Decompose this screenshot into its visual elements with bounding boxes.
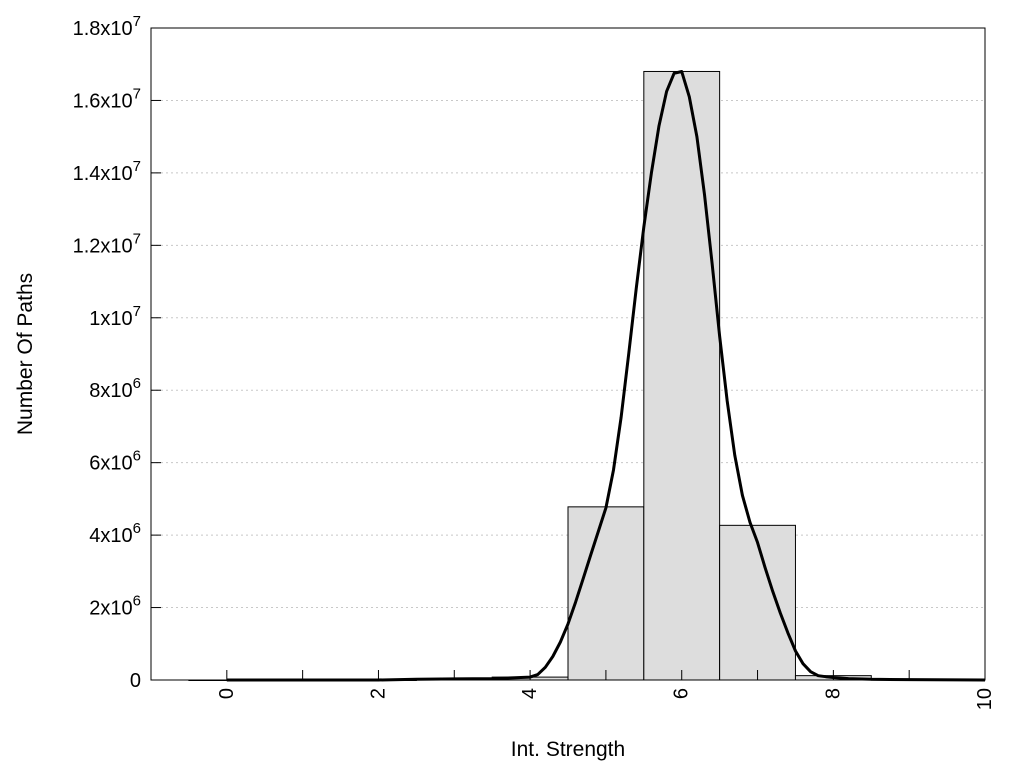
x-tick-label: 10 [974, 688, 996, 710]
y-tick-label: 1.8x107 [73, 13, 141, 40]
fit-curve [226, 70, 986, 682]
histogram-bars [188, 70, 948, 681]
y-tick-label: 1x107 [89, 303, 141, 330]
y-axis-title: Number Of Paths [14, 273, 37, 435]
x-axis-ticks: 0 2 4 6 8 10 [216, 670, 996, 710]
y-tick-label: 2x106 [89, 593, 141, 620]
x-axis-title: Int. Strength [511, 738, 625, 761]
y-tick-label: 8x106 [89, 375, 141, 402]
y-tick-label: 1.4x107 [73, 158, 141, 185]
plot-frame [150, 27, 986, 681]
x-tick-label: 4 [519, 688, 541, 699]
y-tick-label: 0 [130, 670, 141, 692]
x-tick-label: 6 [671, 688, 693, 699]
y-axis-ticks: 0 2x106 4x106 6x106 8x106 1x107 1.2x107 1.4x107… [73, 13, 161, 692]
y-tick-label: 1.2x107 [73, 230, 141, 257]
bar [719, 524, 796, 681]
x-tick-label: 0 [216, 688, 238, 699]
y-tick-label: 4x106 [89, 520, 141, 547]
x-tick-label: 2 [367, 688, 389, 699]
bar [643, 70, 721, 681]
x-tick-label: 8 [822, 688, 844, 699]
y-tick-label: 1.6x107 [73, 85, 141, 112]
y-tick-label: 6x106 [89, 448, 141, 475]
